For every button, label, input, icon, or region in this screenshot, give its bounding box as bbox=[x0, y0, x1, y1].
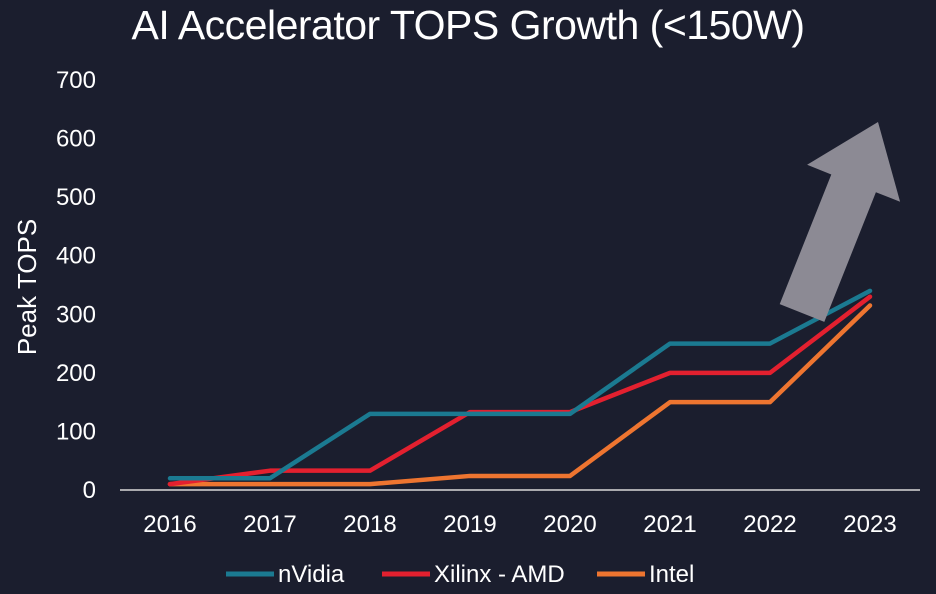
legend-label: nVidia bbox=[278, 561, 345, 588]
y-tick-label: 400 bbox=[56, 243, 96, 270]
y-tick-label: 100 bbox=[56, 418, 96, 445]
y-tick-label: 700 bbox=[56, 67, 96, 94]
series-line-intel bbox=[167, 303, 873, 487]
x-tick-label: 2023 bbox=[843, 511, 896, 538]
series-line-nvidia bbox=[167, 288, 873, 481]
legend-label: Xilinx - AMD bbox=[434, 561, 565, 588]
x-tick-label: 2021 bbox=[643, 511, 696, 538]
chart-title: AI Accelerator TOPS Growth (<150W) bbox=[131, 2, 805, 48]
legend: nVidia Xilinx - AMD Intel bbox=[226, 561, 694, 588]
x-tick-label: 2018 bbox=[343, 511, 396, 538]
series-line-xilinx-amd bbox=[167, 294, 873, 487]
x-axis-ticks: 2016 2017 2018 2019 2020 2021 2022 2023 bbox=[143, 511, 896, 538]
y-tick-label: 200 bbox=[56, 360, 96, 387]
x-tick-label: 2019 bbox=[443, 511, 496, 538]
y-tick-label: 300 bbox=[56, 301, 96, 328]
y-tick-label: 0 bbox=[83, 477, 96, 504]
x-tick-label: 2016 bbox=[143, 511, 196, 538]
trend-arrow bbox=[779, 122, 901, 322]
legend-label: Intel bbox=[649, 561, 694, 588]
y-axis-label: Peak TOPS bbox=[12, 219, 42, 355]
y-axis-ticks: 0 100 200 300 400 500 600 700 bbox=[56, 67, 96, 504]
series-lines bbox=[167, 288, 873, 487]
y-tick-label: 600 bbox=[56, 126, 96, 153]
x-tick-label: 2017 bbox=[243, 511, 296, 538]
x-tick-label: 2020 bbox=[543, 511, 596, 538]
x-tick-label: 2022 bbox=[743, 511, 796, 538]
y-tick-label: 500 bbox=[56, 184, 96, 211]
